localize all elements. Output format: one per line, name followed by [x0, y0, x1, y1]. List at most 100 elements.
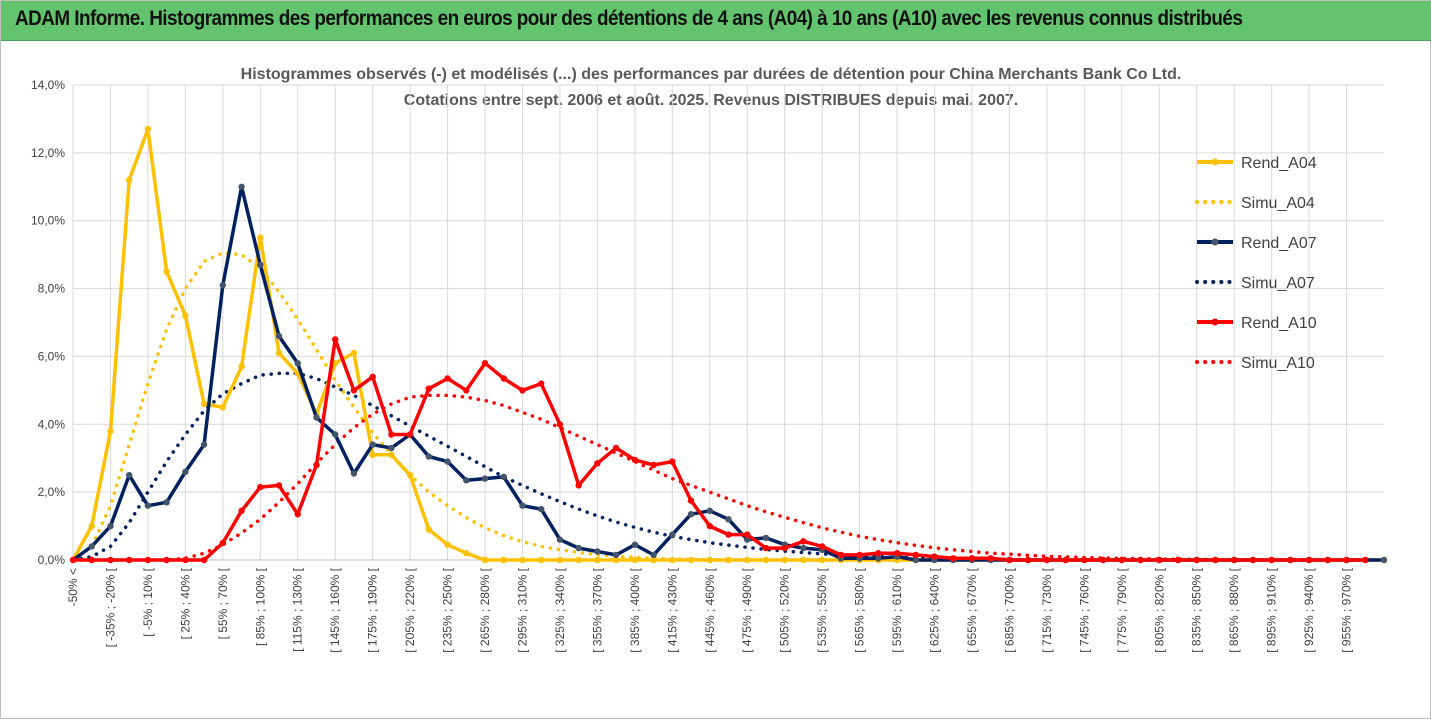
- data-point: [200, 441, 208, 448]
- data-point: [594, 460, 601, 467]
- data-point: [687, 497, 695, 504]
- x-tick-label: [ 415% ; 430% [: [665, 567, 679, 652]
- data-point: [1268, 556, 1275, 564]
- data-point: [950, 555, 957, 562]
- x-tick-label: [ 145% ; 160% [: [328, 567, 342, 652]
- data-point: [706, 522, 713, 530]
- data-point: [762, 556, 770, 564]
- data-point: [219, 539, 226, 547]
- x-tick-label: [ 625% ; 640% [: [928, 567, 942, 652]
- series-lines: [69, 125, 1388, 564]
- data-point: [893, 550, 901, 557]
- data-point: [1362, 556, 1369, 564]
- data-point: [725, 531, 732, 538]
- data-point: [875, 550, 882, 557]
- data-point: [126, 556, 133, 564]
- legend-item-simu_a04: Simu_A04: [1195, 195, 1315, 212]
- data-point: [388, 451, 395, 458]
- legend-item-rend_a10: Rend_A10: [1197, 315, 1317, 332]
- legend-item-simu_a10: Simu_A10: [1195, 355, 1315, 372]
- data-point: [369, 451, 376, 458]
- data-point: [163, 268, 170, 275]
- data-point: [463, 550, 470, 557]
- data-point: [107, 427, 114, 435]
- data-point: [762, 534, 770, 542]
- legend-item-rend_a04: Rend_A04: [1197, 155, 1317, 172]
- data-point: [800, 538, 807, 545]
- data-point: [425, 385, 432, 392]
- data-point: [818, 543, 826, 550]
- data-point: [481, 360, 489, 367]
- data-point: [425, 453, 432, 460]
- data-point: [612, 444, 620, 452]
- data-point: [1137, 556, 1144, 564]
- data-point: [294, 511, 301, 518]
- data-point: [725, 556, 732, 564]
- data-point: [200, 400, 208, 408]
- x-tick-label: [ 445% ; 460% [: [703, 567, 717, 652]
- data-point: [687, 556, 695, 564]
- data-point: [669, 531, 676, 538]
- x-tick-label: [ 925% ; 940% [: [1302, 567, 1316, 652]
- data-point: [706, 556, 713, 564]
- data-point: [837, 551, 845, 559]
- data-point: [650, 556, 657, 564]
- legend: Rend_A04 Simu_A04 Rend_A07 Simu_A07 Rend_A10…: [1195, 155, 1317, 372]
- data-point: [744, 536, 751, 543]
- data-point: [800, 544, 807, 552]
- x-tick-label: [ 565% ; 580% [: [853, 567, 867, 652]
- legend-marker: [1211, 158, 1219, 166]
- data-point: [968, 555, 976, 562]
- x-tick-label: [ 895% ; 910% [: [1265, 567, 1279, 652]
- legend-label: Simu_A10: [1241, 355, 1315, 372]
- data-point: [781, 544, 788, 552]
- data-point: [1287, 556, 1294, 564]
- data-point: [594, 548, 601, 555]
- data-point: [912, 556, 919, 564]
- x-tick-label: [ 805% ; 820% [: [1152, 567, 1166, 652]
- data-point: [332, 431, 339, 438]
- x-tick-label: [ 175% ; 190% [: [366, 567, 380, 652]
- data-point: [725, 516, 732, 523]
- data-point: [781, 556, 788, 564]
- x-tick-label: [ 505% ; 520% [: [778, 567, 792, 652]
- x-tick-label: [ 385% ; 400% [: [628, 567, 642, 652]
- data-point: [1006, 556, 1013, 564]
- legend-marker: [1211, 238, 1219, 246]
- data-point: [538, 380, 545, 387]
- x-tick-label: [ 475% ; 490% [: [740, 567, 754, 652]
- x-tick-label: [ 355% ; 370% [: [590, 567, 604, 652]
- data-point: [182, 312, 189, 319]
- data-point: [182, 556, 189, 564]
- data-point: [275, 482, 283, 489]
- x-tick-label: [ -35% ; -20% [: [103, 567, 117, 647]
- data-point: [332, 336, 339, 343]
- data-point: [1174, 556, 1182, 564]
- x-tick-label: [ 715% ; 730% [: [1040, 567, 1054, 652]
- data-point: [575, 544, 582, 552]
- data-point: [875, 555, 882, 562]
- y-tick-label: 2,0%: [38, 485, 66, 499]
- report-title: ADAM Informe. Histogrammes des performan…: [15, 7, 1243, 30]
- legend-label: Simu_A04: [1241, 195, 1315, 212]
- data-point: [425, 526, 432, 533]
- x-tick-label: [ 535% ; 550% [: [815, 567, 829, 652]
- data-point: [88, 556, 95, 564]
- data-point: [163, 499, 170, 506]
- data-point: [350, 470, 358, 477]
- data-point: [444, 541, 451, 548]
- legend-label: Rend_A04: [1241, 155, 1317, 172]
- y-tick-label: 8,0%: [38, 282, 66, 296]
- data-point: [519, 387, 526, 394]
- data-point: [538, 505, 545, 513]
- data-point: [1025, 556, 1032, 564]
- data-point: [818, 556, 826, 564]
- x-tick-label: [ 115% ; 130% [: [291, 567, 305, 651]
- data-point: [144, 125, 152, 133]
- y-axis-ticks: 0,0% 2,0% 4,0% 6,0% 8,0% 10,0% 12,0% 14,0%: [31, 78, 65, 567]
- data-point: [612, 556, 620, 564]
- x-tick-label: [ 235% ; 250% [: [441, 567, 455, 652]
- data-point: [912, 551, 919, 559]
- data-point: [388, 444, 395, 452]
